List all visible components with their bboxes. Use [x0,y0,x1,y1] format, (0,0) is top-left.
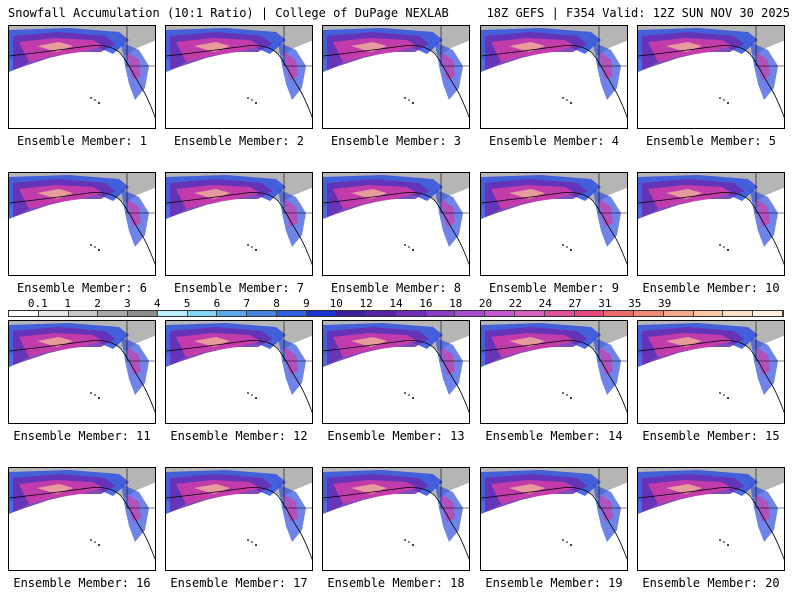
colorbar-swatch [276,311,307,316]
ensemble-member-label: Ensemble Member: 9 [488,281,620,295]
ensemble-member-label: Ensemble Member: 14 [485,429,623,443]
colorbar-swatch [157,311,188,316]
ensemble-member-label: Ensemble Member: 17 [170,576,308,590]
ensemble-member-label: Ensemble Member: 7 [173,281,305,295]
colorbar-swatch [455,311,486,316]
colorbar-tick-label: 2 [94,297,101,310]
ensemble-member-map [480,320,628,424]
ensemble-member-map [480,25,628,129]
colorbar-swatch [515,311,545,316]
colorbar-swatch [98,311,129,316]
colorbar-swatch [217,311,248,316]
ensemble-member-label: Ensemble Member: 20 [642,576,780,590]
colorbar-tick-label: 18 [449,297,463,310]
ensemble-member-label: Ensemble Member: 3 [330,134,462,148]
colorbar-ticks: 0.1 1 2 3 4 5 6 7 8 9 10 12 14 16 18 20 22 24 27 31 35 39 [8,297,784,311]
colorbar-tick-label: 20 [478,297,493,310]
colorbar-tick-label: 31 [598,297,612,310]
colorbar-tick-label: 8 [273,297,280,310]
ensemble-member-map [8,25,156,129]
colorbar-swatch [247,311,277,316]
colorbar-swatch [68,311,99,316]
colorbar-tick-label: 35 [628,297,642,310]
colorbar-swatch [306,311,337,316]
ensemble-member-label: Ensemble Member: 6 [16,281,148,295]
ensemble-member-label: Ensemble Member: 11 [13,429,151,443]
colorbar-tick-label: 24 [538,297,552,310]
ensemble-member-label: Ensemble Member: 19 [485,576,623,590]
colorbar-tick-label: 3 [124,297,131,310]
colorbar-swatch [187,311,218,316]
ensemble-member-map [322,320,470,424]
ensemble-member-label: Ensemble Member: 4 [488,134,620,148]
ensemble-member-label: Ensemble Member: 8 [330,281,462,295]
colorbar-swatch [9,311,39,316]
ensemble-member-map [637,467,785,571]
colorbar-swatch [693,311,724,316]
colorbar-swatch [425,311,456,316]
ensemble-member-label: Ensemble Member: 15 [642,429,780,443]
colorbar-tick-label: 7 [243,297,251,310]
ensemble-member-map [480,172,628,276]
colorbar-swatch [38,311,69,316]
colorbar-swatch [336,311,367,316]
colorbar-swatch [574,311,605,316]
ensemble-member-map [165,320,313,424]
colorbar-swatch [753,311,783,316]
ensemble-member-label: Ensemble Member: 2 [173,134,305,148]
colorbar-swatch [485,311,516,316]
colorbar-tick-label: 10 [329,297,343,310]
ensemble-member-map [637,172,785,276]
colorbar-tick-label: 6 [213,297,221,310]
colorbar-swatch [544,311,575,316]
ensemble-member-map [637,320,785,424]
colorbar-swatch [366,311,396,316]
colorbar-tick-label: 39 [657,297,672,310]
ensemble-member-map [165,172,313,276]
colorbar-tick-label: 9 [303,297,310,310]
ensemble-member-map [637,25,785,129]
colorbar-swatch [723,311,754,316]
colorbar-tick-label: 0.1 [27,297,48,310]
colorbar-swatch [663,311,694,316]
colorbar-tick-label: 1 [64,297,71,310]
ensemble-member-label: Ensemble Member: 1 [16,134,148,148]
colorbar-tick-label: 22 [508,297,522,310]
ensemble-member-map [322,25,470,129]
colorbar-swatch [604,311,635,316]
ensemble-member-label: Ensemble Member: 18 [327,576,465,590]
ensemble-member-map [8,172,156,276]
ensemble-member-label: Ensemble Member: 16 [13,576,151,590]
colorbar-swatch [634,311,664,316]
colorbar-tick-label: 16 [419,297,433,310]
colorbar-tick-label: 5 [183,297,191,310]
ensemble-member-label: Ensemble Member: 13 [327,429,465,443]
ensemble-member-map [165,467,313,571]
colorbar-tick-label: 27 [568,297,582,310]
ensemble-member-map [480,467,628,571]
ensemble-member-label: Ensemble Member: 10 [642,281,780,295]
ensemble-member-label: Ensemble Member: 5 [645,134,777,148]
ensemble-member-map [8,320,156,424]
ensemble-member-label: Ensemble Member: 12 [170,429,308,443]
map-title: Snowfall Accumulation (10:1 Ratio) | Col… [8,6,449,20]
colorbar-tick-label: 12 [359,297,373,310]
ensemble-member-map [322,172,470,276]
colorbar [8,310,784,317]
ensemble-member-map [8,467,156,571]
ensemble-member-map [165,25,313,129]
ensemble-member-map [322,467,470,571]
colorbar-swatch [128,311,158,316]
run-valid-time: 18Z GEFS | F354 Valid: 12Z SUN NOV 30 20… [486,6,790,20]
colorbar-swatch [395,311,426,316]
colorbar-tick-label: 14 [389,297,403,310]
colorbar-tick-label: 4 [153,297,161,310]
